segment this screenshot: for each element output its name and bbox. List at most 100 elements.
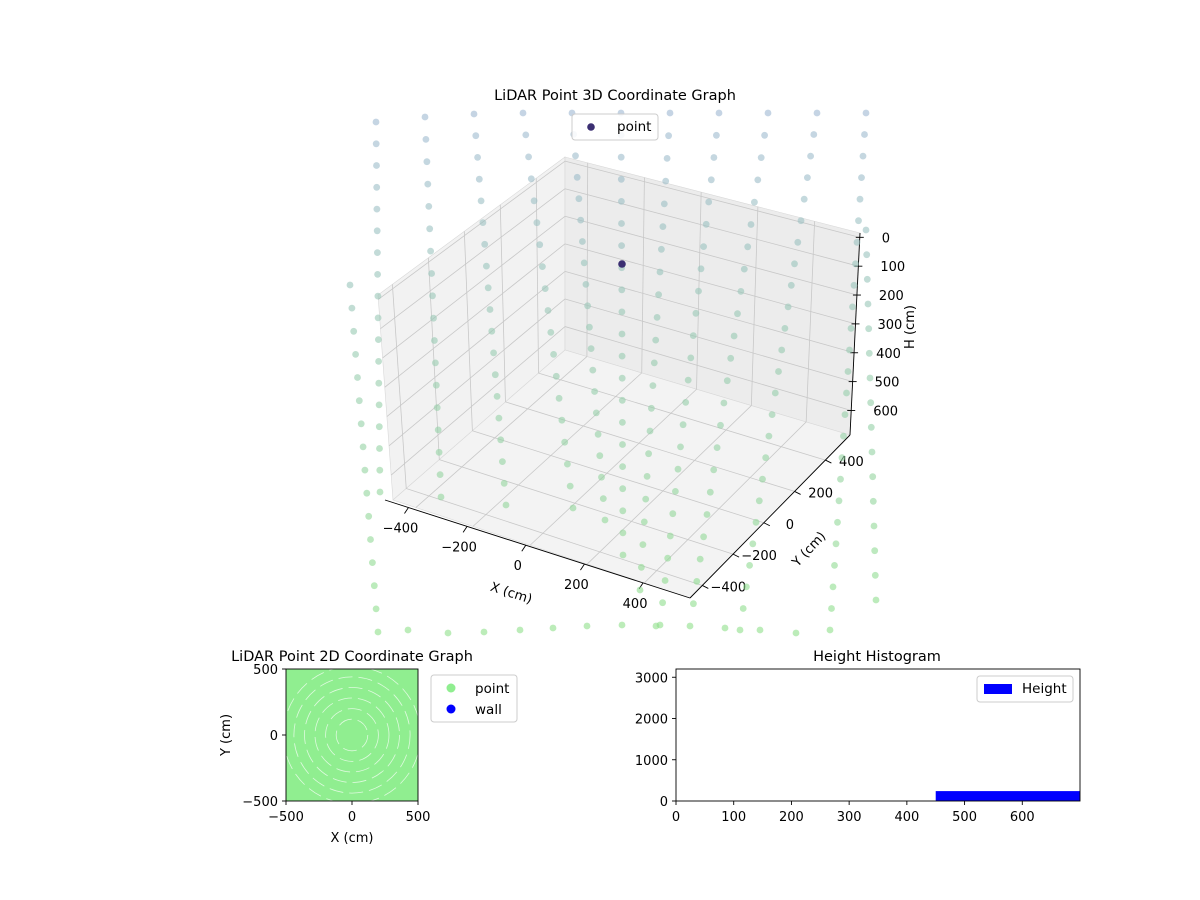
plot3d-data-point — [564, 460, 571, 468]
plot3d-data-point — [792, 629, 800, 637]
plot3d-data-point — [755, 497, 763, 505]
plot3d-data-point — [679, 421, 687, 429]
plot3d-data-point — [872, 596, 880, 604]
plot3d-data-point — [367, 536, 374, 543]
plot3d-data-point — [594, 430, 602, 438]
hist-ticks: 0 100 200 300 400 500 600 0 1000 2000 3000 — [635, 671, 1035, 825]
plot3d-data-point — [497, 436, 505, 444]
plot3d-data-point — [500, 479, 508, 487]
plot3d-gridline — [564, 160, 860, 238]
hist-y-tick-label: 0 — [660, 795, 668, 810]
plot3d-data-point — [690, 600, 697, 608]
plot3d-data-point — [596, 452, 604, 460]
plot3d-z-tick-label: 500 — [875, 376, 900, 391]
plot3d-data-point — [599, 495, 607, 502]
plot3d-y-tick-mark — [702, 585, 709, 589]
plot3d-data-point — [373, 227, 381, 235]
plot3d-data-point — [470, 110, 478, 118]
plot3d-data-point — [640, 518, 648, 526]
plot3d-data-point — [430, 314, 437, 322]
plot3d-data-point — [781, 325, 789, 332]
hist-legend: Height — [976, 675, 1074, 703]
plot3d-data-point — [375, 401, 383, 409]
plot3d-data-point — [519, 109, 527, 117]
plot2d-y-tick-label: 0 — [270, 729, 278, 744]
plot3d-data-point — [618, 621, 626, 629]
plot3d-data-point — [638, 563, 645, 571]
plot3d-data-point — [645, 450, 652, 458]
plot3d-data-point — [736, 626, 744, 634]
plot3d-data-point — [424, 180, 432, 188]
plot3d-data-point — [549, 624, 557, 632]
plot3d-gridline — [750, 206, 759, 406]
plot3d-x-tick-label: 200 — [564, 578, 589, 593]
plot3d-gridline — [378, 160, 566, 300]
plot3d-data-point — [871, 571, 879, 579]
plot3d-x-tick-label: −400 — [383, 522, 419, 537]
plot3d-data-point — [375, 358, 382, 365]
hist-axes-frame — [675, 668, 1081, 802]
plot3d-data-point — [800, 195, 808, 203]
plot3d-data-point — [834, 518, 841, 526]
plot3d-data-point — [433, 404, 441, 411]
plot2d-legend-wall-marker — [446, 704, 456, 714]
plot3d-gridline — [382, 215, 566, 359]
plot3d-x-tick-label: 400 — [623, 597, 648, 612]
plot3d-data-point — [516, 626, 524, 634]
plot2d-x-tick-label: 0 — [348, 810, 356, 825]
plot3d-data-point — [429, 292, 436, 300]
plot3d-data-point — [481, 240, 489, 248]
plot3d-data-point — [539, 263, 546, 270]
plot3d-data-point — [810, 131, 818, 138]
plot3d-data-point — [374, 249, 381, 256]
plot3d-data-point — [710, 154, 718, 161]
plot3d-data-point — [472, 132, 480, 140]
plot3d-gridline — [564, 215, 858, 296]
plot3d-data-point — [431, 337, 438, 344]
plot3d-data-point — [522, 131, 530, 139]
plot3d-data-point — [474, 154, 481, 161]
plot3d-data-point — [682, 399, 690, 406]
hist-x-tick-label: 600 — [1010, 810, 1035, 825]
plot3d-data-point — [797, 217, 805, 225]
plot3d-z-tick-label: 0 — [882, 231, 890, 246]
hist-x-tick-label: 100 — [721, 810, 746, 825]
plot3d-data-point — [502, 501, 510, 509]
plot3d-data-point — [696, 555, 704, 563]
plot3d-data-point — [374, 271, 381, 278]
plot3d-data-point — [618, 198, 625, 205]
hist-x-tick-label: 300 — [837, 810, 862, 825]
hist-y-tick-label: 3000 — [635, 671, 668, 686]
plot3d-gridline — [564, 243, 856, 325]
plot3d-data-point — [784, 303, 792, 311]
plot3d-gridline — [388, 298, 566, 447]
plot3d-data-point — [643, 473, 651, 480]
plot2d-ring — [325, 708, 379, 762]
plot3d-data-point — [692, 309, 700, 317]
plot3d-gridline — [391, 284, 407, 489]
plot3d-legend-marker — [587, 123, 595, 131]
plot3d-data-point — [759, 475, 766, 483]
plot3d-x-axis-line — [384, 499, 691, 599]
plot3d-data-point — [619, 551, 627, 559]
plot3d-data-point — [749, 540, 757, 548]
plot3d-data-point — [674, 465, 682, 473]
plot3d-data-point — [865, 325, 873, 333]
plot3d-data-point — [434, 426, 442, 434]
plot3d-x-tick-label: −200 — [441, 540, 477, 555]
plot3d-data-point — [684, 376, 692, 384]
plot2d-xlabel: X (cm) — [331, 831, 374, 846]
hist-x-tick-label: 0 — [672, 810, 680, 825]
plot3d-data-point — [592, 409, 600, 417]
plot3d-data-point — [575, 195, 583, 203]
plot3d-data-point — [739, 605, 747, 612]
plot3d-gridline — [472, 372, 642, 527]
plot3d-point-cloud — [346, 109, 880, 637]
plot3d-data-point — [584, 302, 591, 310]
plot3d-x-tick-label: 0 — [514, 559, 522, 574]
plot3d-data-point — [619, 441, 626, 448]
plot3d-data-point — [372, 118, 380, 126]
plot3d-data-point — [373, 183, 381, 191]
plot3d-ticks: −400 −200 0 200 400 −400 −200 0 200 400 0 100 200 300… — [383, 231, 906, 612]
plot3d-data-point — [618, 374, 626, 382]
